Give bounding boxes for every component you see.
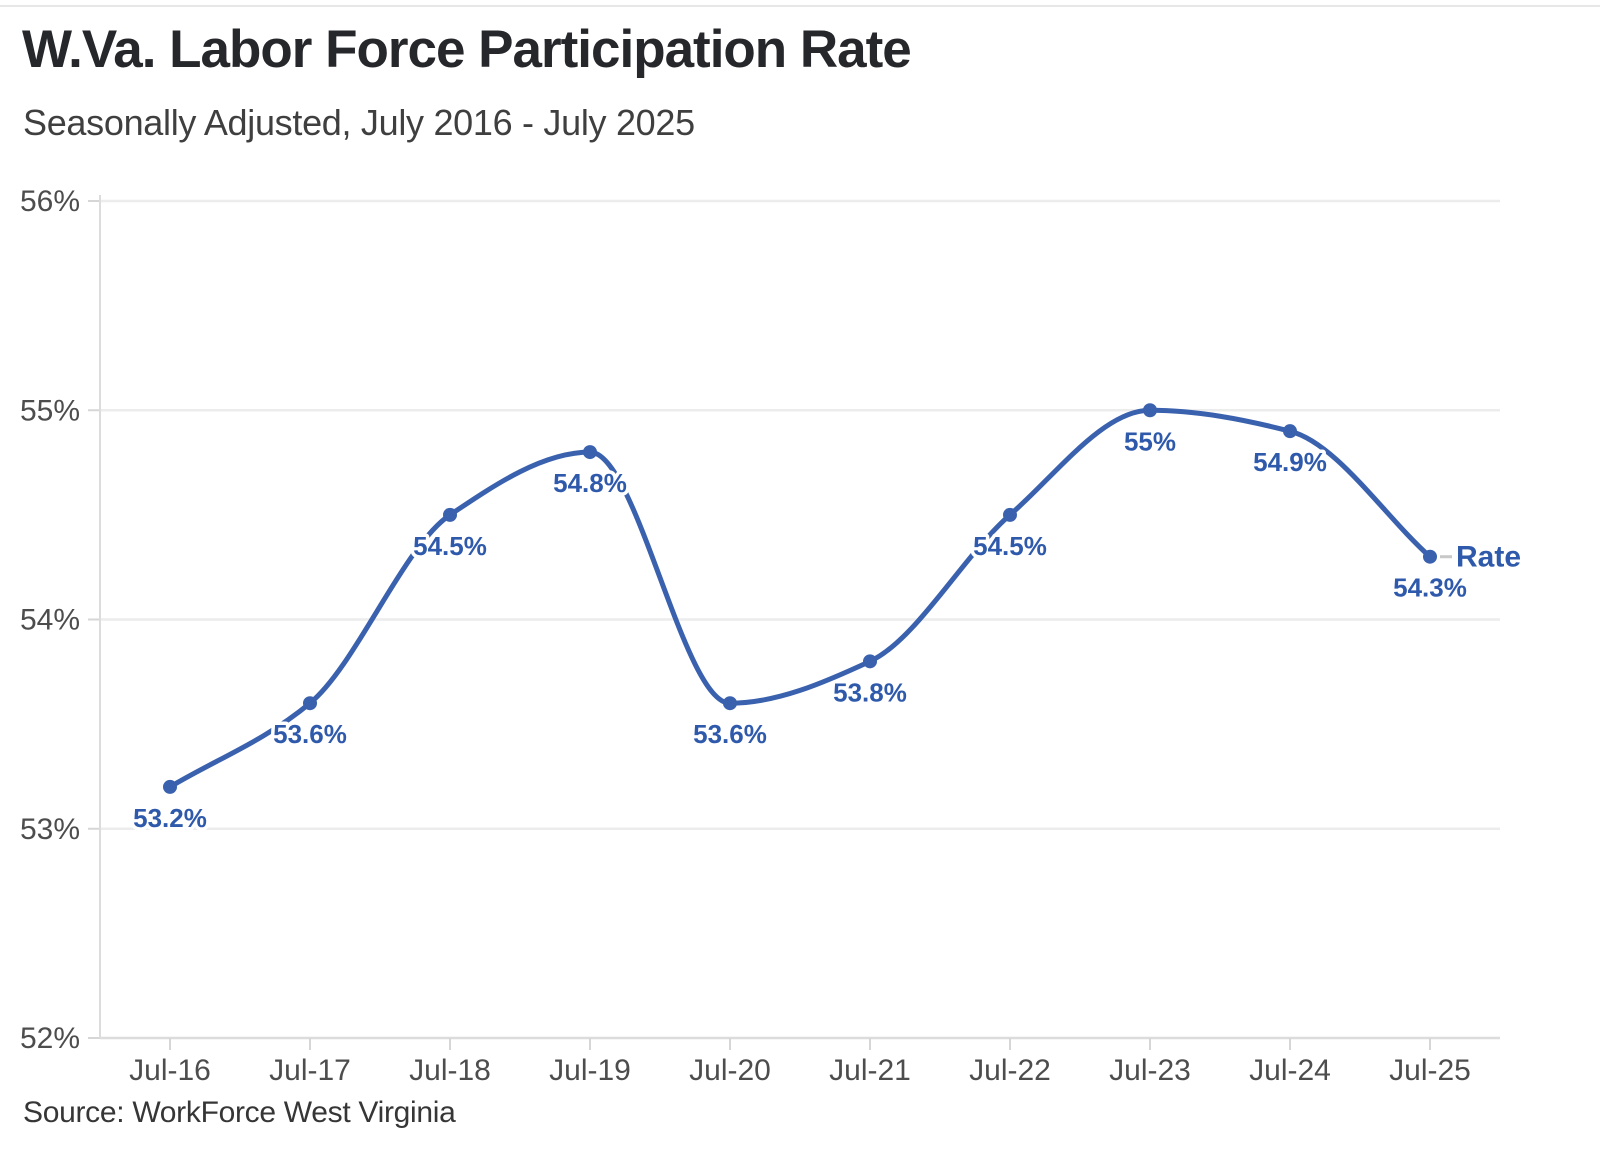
- data-point-Jul-21[interactable]: [863, 654, 877, 669]
- x-axis-label: Jul-18: [409, 1054, 491, 1087]
- data-point-Jul-23[interactable]: [1143, 403, 1157, 418]
- data-point-Jul-20[interactable]: [723, 696, 737, 711]
- x-axis-label: Jul-21: [829, 1054, 911, 1087]
- chart-title: W.Va. Labor Force Participation Rate: [22, 20, 912, 79]
- data-point-label: 54.3%: [1393, 573, 1467, 603]
- top-divider: [0, 5, 1600, 7]
- data-point-Jul-22[interactable]: [1003, 507, 1017, 522]
- y-axis-label: 55%: [20, 394, 80, 427]
- data-point-label: 54.8%: [553, 468, 627, 498]
- x-axis-label: Jul-20: [689, 1054, 771, 1087]
- x-axis-label: Jul-19: [549, 1054, 631, 1087]
- data-point-label: 53.6%: [693, 719, 767, 749]
- data-point-label: 53.6%: [273, 719, 347, 749]
- source-note: Source: WorkForce West Virginia: [23, 1096, 456, 1129]
- data-point-Jul-17[interactable]: [303, 696, 317, 711]
- y-axis-label: 52%: [20, 1022, 80, 1055]
- x-axis-label: Jul-16: [129, 1054, 211, 1087]
- data-point-Jul-25[interactable]: [1423, 549, 1437, 564]
- chart-subtitle: Seasonally Adjusted, July 2016 - July 20…: [23, 102, 695, 143]
- rate-line: [167, 407, 1433, 790]
- y-axis-label: 56%: [20, 185, 80, 218]
- x-axis-label: Jul-24: [1249, 1054, 1331, 1087]
- x-axis-label: Jul-25: [1389, 1054, 1471, 1087]
- x-axis-label: Jul-22: [969, 1054, 1051, 1087]
- y-axis-label: 53%: [20, 813, 80, 846]
- data-point-label: 53.2%: [133, 803, 207, 833]
- data-point-label: 54.5%: [413, 531, 487, 561]
- data-point-label: 54.5%: [973, 531, 1047, 561]
- series-end-label: Rate: [1456, 541, 1521, 574]
- data-point-label: 55%: [1124, 426, 1176, 456]
- x-axis-label: Jul-17: [269, 1054, 351, 1087]
- data-point-Jul-24[interactable]: [1283, 424, 1297, 439]
- y-axis-label: 54%: [20, 604, 80, 637]
- data-point-Jul-18[interactable]: [443, 507, 457, 522]
- x-axis-label: Jul-23: [1109, 1054, 1191, 1087]
- data-point-label: 53.8%: [833, 677, 907, 707]
- data-point-label: 54.9%: [1253, 447, 1327, 477]
- data-point-Jul-19[interactable]: [583, 445, 597, 460]
- data-point-Jul-16[interactable]: [163, 779, 177, 794]
